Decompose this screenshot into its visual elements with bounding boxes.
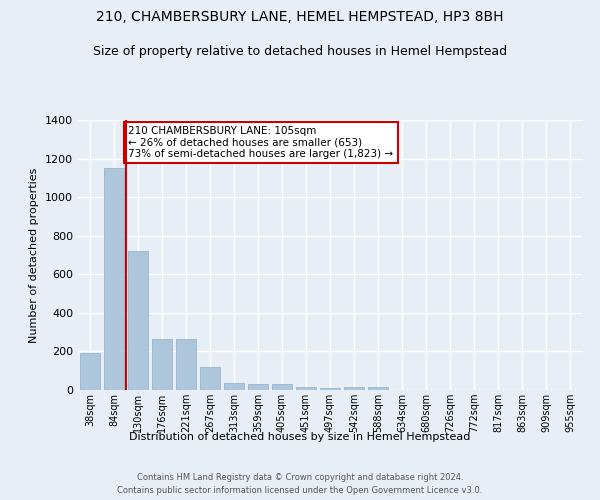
Bar	[368, 388, 388, 390]
Bar	[80, 354, 100, 390]
Y-axis label: Number of detached properties: Number of detached properties	[29, 168, 40, 342]
Bar	[296, 388, 316, 390]
Bar	[224, 382, 244, 390]
Text: 210 CHAMBERSBURY LANE: 105sqm
← 26% of detached houses are smaller (653)
73% of : 210 CHAMBERSBURY LANE: 105sqm ← 26% of d…	[128, 126, 394, 159]
Bar	[152, 339, 172, 390]
Bar	[104, 168, 124, 390]
Text: Contains HM Land Registry data © Crown copyright and database right 2024.: Contains HM Land Registry data © Crown c…	[137, 472, 463, 482]
Text: Distribution of detached houses by size in Hemel Hempstead: Distribution of detached houses by size …	[130, 432, 470, 442]
Bar	[176, 339, 196, 390]
Text: 210, CHAMBERSBURY LANE, HEMEL HEMPSTEAD, HP3 8BH: 210, CHAMBERSBURY LANE, HEMEL HEMPSTEAD,…	[96, 10, 504, 24]
Text: Size of property relative to detached houses in Hemel Hempstead: Size of property relative to detached ho…	[93, 45, 507, 58]
Bar	[200, 367, 220, 390]
Bar	[248, 384, 268, 390]
Bar	[344, 388, 364, 390]
Bar	[272, 384, 292, 390]
Text: Contains public sector information licensed under the Open Government Licence v3: Contains public sector information licen…	[118, 486, 482, 495]
Bar	[128, 251, 148, 390]
Bar	[320, 388, 340, 390]
